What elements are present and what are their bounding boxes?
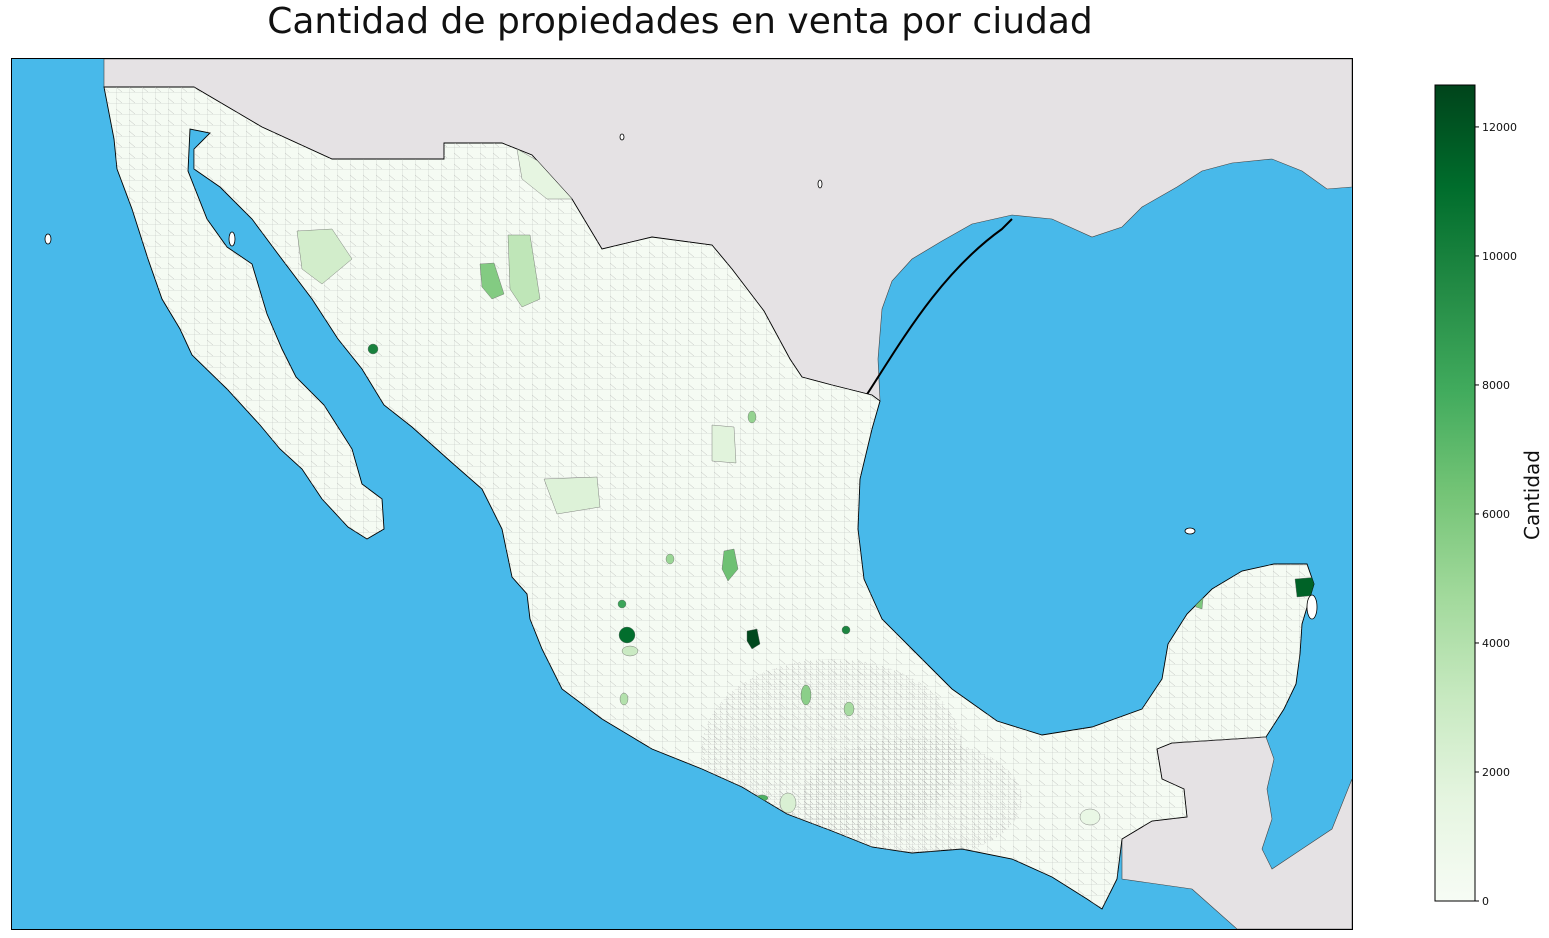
island: [1306, 594, 1318, 620]
colorbar-label: Cantidad: [1520, 450, 1544, 540]
municipality-highlight: [617, 599, 627, 609]
municipality-highlight: [841, 625, 851, 635]
colorbar-tick-label: 8000: [1482, 379, 1510, 392]
municipality-highlight: [621, 645, 639, 657]
colorbar-ticks: 0 2000 4000 6000 8000 10000 12000: [1475, 121, 1517, 908]
colorbar-tick-label: 12000: [1482, 121, 1517, 134]
texas-coastline: [851, 218, 1013, 418]
municipality-highlight: [746, 628, 761, 650]
municipality-highlight: [779, 792, 797, 814]
colorbar-tick-label: 2000: [1482, 766, 1510, 779]
municipality-highlight: [367, 343, 379, 355]
colorbar-tick-label: 0: [1482, 895, 1489, 908]
island: [619, 133, 625, 141]
municipality-highlight: [296, 228, 353, 285]
chart-title: Cantidad de propiedades en venta por ciu…: [267, 1, 1093, 42]
municipality-highlight: [619, 692, 629, 706]
municipality-highlight: [507, 234, 541, 308]
municipality-highlight: [479, 262, 505, 300]
colorbar-tick-label: 10000: [1482, 250, 1517, 263]
island: [1184, 527, 1196, 535]
municipality-highlight: [618, 626, 636, 644]
municipality-highlight: [665, 553, 675, 565]
colorbar-tick-label: 4000: [1482, 637, 1510, 650]
choropleth-map: [12, 59, 1352, 929]
oaxaca-municipalities: [802, 739, 1022, 859]
municipality-highlight: [711, 424, 737, 464]
island: [228, 231, 236, 247]
municipality-highlight: [843, 701, 855, 717]
municipality-highlight: [1079, 808, 1101, 826]
island: [44, 233, 52, 245]
municipality-highlight: [747, 410, 757, 424]
colorbar-tick-label: 6000: [1482, 508, 1510, 521]
map-frame: [11, 58, 1353, 930]
municipality-highlights: [296, 148, 1314, 826]
colorbar: 0 2000 4000 6000 8000 10000 12000: [1434, 84, 1517, 908]
municipality-highlight: [543, 476, 601, 515]
islands: [44, 133, 1318, 620]
colorbar-gradient: [1434, 84, 1476, 902]
island: [817, 179, 823, 189]
municipality-highlight: [721, 548, 739, 582]
municipality-highlight: [800, 684, 812, 706]
